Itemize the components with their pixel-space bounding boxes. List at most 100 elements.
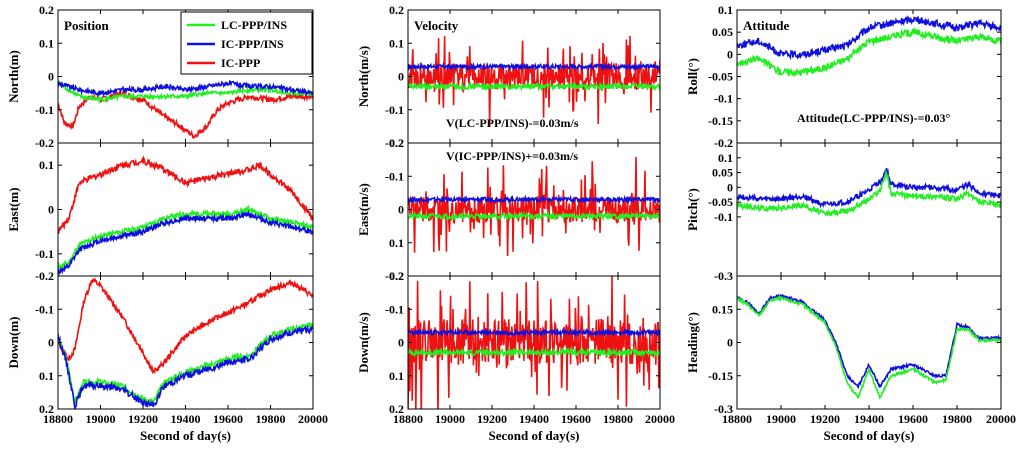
y-tick-label: 0.2 xyxy=(389,269,404,283)
y-tick-label: 0.2 xyxy=(39,402,54,416)
y-tick-label: -0.1 xyxy=(35,302,54,316)
x-tick-label: 19600 xyxy=(561,412,591,426)
y-tick-label: -0.1 xyxy=(385,169,404,183)
series-line-tc xyxy=(58,209,313,276)
y-tick-label: -0.2 xyxy=(385,136,404,150)
y-tick-label: 0 xyxy=(48,70,54,84)
series-group xyxy=(408,276,660,409)
x-tick-label: 19200 xyxy=(810,412,840,426)
x-tick-label: 19200 xyxy=(477,412,507,426)
x-tick-label: 20000 xyxy=(298,412,328,426)
y-tick-label: 0 xyxy=(727,180,733,194)
x-tick-label: 19000 xyxy=(86,412,116,426)
y-tick-label: -0.2 xyxy=(35,136,54,150)
column-velocity: 0.2 0.1 0 -0.1 -0.2 North(m/s) -0.2 -0.1 0 0.1 0.2… xyxy=(356,3,675,443)
x-tick-label: 19000 xyxy=(766,412,796,426)
series-line-lc xyxy=(737,169,1001,218)
y-axis-label: East(m/s) xyxy=(356,183,371,236)
y-axis-label: North(m/s) xyxy=(356,46,371,107)
y-axis-label: North(m) xyxy=(6,50,21,103)
series-line-tc xyxy=(58,79,313,98)
y-tick-label: 0 xyxy=(398,203,404,217)
series-line-tc xyxy=(408,194,660,205)
y-axis-label: Roll(°) xyxy=(685,58,700,95)
x-axis-label: Second of day(s) xyxy=(140,428,231,443)
x-axis-label: Second of day(s) xyxy=(823,428,914,443)
y-tick-label: -0.05 xyxy=(708,195,733,209)
series-line-lc xyxy=(737,294,1001,400)
y-tick-label: -0.1 xyxy=(714,210,733,224)
panel-attitude-pitch: 0.10.050-0.05-0.1 Pitch(°) xyxy=(685,142,1002,277)
series-line-ppp xyxy=(408,35,660,127)
y-tick-label: -0.3 xyxy=(714,269,733,283)
y-tick-label: 0.05 xyxy=(712,166,733,180)
series-line-lc xyxy=(737,26,1001,78)
y-tick-label: 0.2 xyxy=(389,3,404,17)
series-group xyxy=(737,293,1001,400)
series-group xyxy=(737,167,1001,218)
y-axis-label: Down(m) xyxy=(6,317,21,369)
y-tick-label: 0 xyxy=(398,336,404,350)
y-tick-label: 0.15 xyxy=(712,302,733,316)
y-tick-label: 0.1 xyxy=(39,36,54,50)
y-tick-label: 0 xyxy=(727,47,733,61)
y-tick-label: -0.15 xyxy=(708,369,733,383)
series-group xyxy=(58,79,313,139)
legend: LC-PPP/INS IC-PPP/INS IC-PPP xyxy=(180,11,313,75)
series-line-tc xyxy=(58,324,313,409)
y-tick-label: 0.1 xyxy=(39,158,54,172)
column-title: Velocity xyxy=(414,18,459,33)
y-tick-label: 0 xyxy=(48,203,54,217)
series-line-lc xyxy=(408,210,660,222)
y-tick-label: -0.1 xyxy=(35,247,54,261)
column-title: Position xyxy=(64,18,110,33)
x-tick-label: 20000 xyxy=(986,412,1016,426)
y-tick-label: 0.1 xyxy=(718,3,733,17)
x-tick-label: 19400 xyxy=(519,412,549,426)
series-line-tc xyxy=(737,15,1001,61)
annotation: V(LC-PPP/INS)-=0.03m/s xyxy=(446,116,579,130)
x-tick-label: 19000 xyxy=(435,412,465,426)
series-group xyxy=(58,155,313,276)
annotation: Attitude(LC-PPP/INS)-=0.03° xyxy=(797,111,950,125)
x-tick-label: 19800 xyxy=(603,412,633,426)
x-tick-label: 19800 xyxy=(256,412,286,426)
y-tick-label: 0.2 xyxy=(389,402,404,416)
series-line-tc xyxy=(408,327,660,338)
x-tick-label: 19800 xyxy=(942,412,972,426)
y-tick-label: -0.05 xyxy=(708,70,733,84)
y-tick-label: -0.2 xyxy=(385,269,404,283)
chart-columns: 0.2 0.1 0 -0.1 -0.2 North(m) 0.1 0 -0.1 East(m) -0… xyxy=(6,3,1016,443)
x-tick-label: 19400 xyxy=(171,412,201,426)
y-tick-label: 0.1 xyxy=(39,369,54,383)
column-attitude: 0.10.050-0.05-0.1-0.15-0.2Roll(°)0.10.05… xyxy=(685,3,1016,443)
y-tick-label: 0 xyxy=(727,336,733,350)
series-line-lc xyxy=(408,346,660,359)
series-line-tc xyxy=(737,167,1001,209)
panel-attitude-roll: 0.1 0.05 0 -0.05 -0.1 -0.15 -0.2 Roll(°) xyxy=(685,3,1002,150)
x-tick-label: 18800 xyxy=(393,412,423,426)
annotation: V(IC-PPP/INS)+=0.03m/s xyxy=(446,149,578,163)
x-axis-label: Second of day(s) xyxy=(488,428,579,443)
series-group xyxy=(58,277,313,409)
series-line-ppp xyxy=(58,277,313,375)
column-title: Attitude xyxy=(743,18,789,33)
y-tick-label: -0.1 xyxy=(714,92,733,106)
panel-position-east: 0.1 0 -0.1 East(m) xyxy=(6,142,314,277)
panel-velocity-down: -0.2 -0.1 0 0.1 0.2 Down(m/s) xyxy=(356,269,661,416)
x-tick-label: 19200 xyxy=(128,412,158,426)
x-tick-label: 19400 xyxy=(854,412,884,426)
panel-frame xyxy=(57,275,314,410)
y-tick-label: 0.1 xyxy=(718,151,733,165)
x-tick-label: 18800 xyxy=(43,412,73,426)
y-tick-label: -0.1 xyxy=(385,103,404,117)
y-tick-label: -0.2 xyxy=(385,136,404,150)
y-tick-label: -0.3 xyxy=(714,402,733,416)
y-axis-label: Pitch(°) xyxy=(685,188,700,231)
y-tick-label: -0.2 xyxy=(35,269,54,283)
y-tick-label: 0.2 xyxy=(39,3,54,17)
y-tick-label: -0.2 xyxy=(714,136,733,150)
legend-label: IC-PPP/INS xyxy=(221,37,284,51)
series-line-lc xyxy=(408,81,660,93)
